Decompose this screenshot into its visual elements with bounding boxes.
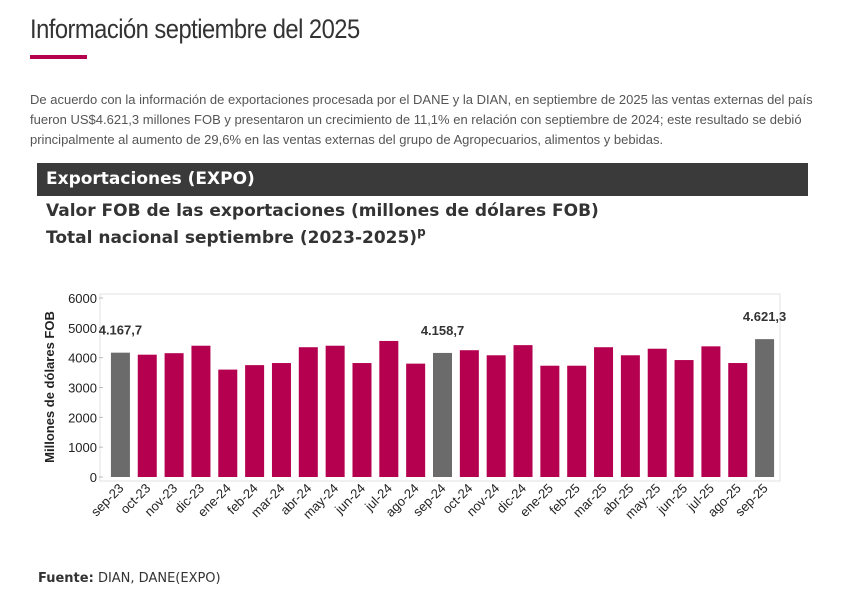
bar bbox=[218, 369, 238, 477]
bar bbox=[567, 365, 587, 477]
bar bbox=[245, 365, 265, 477]
bar bbox=[674, 360, 694, 477]
y-tick-label: 1000 bbox=[68, 440, 97, 455]
bar bbox=[620, 355, 640, 477]
subtitle-text: Total nacional septiembre (2023-2025) bbox=[46, 228, 417, 248]
y-tick-label: 6000 bbox=[68, 291, 97, 306]
bar bbox=[379, 340, 399, 477]
value-label: 4.167,7 bbox=[99, 323, 142, 338]
y-tick-label: 2000 bbox=[68, 410, 97, 425]
bar bbox=[191, 345, 211, 477]
y-axis-label: Millones de dólares FOB bbox=[42, 311, 57, 463]
bar bbox=[647, 348, 667, 477]
bar bbox=[164, 353, 184, 477]
bar bbox=[728, 363, 748, 477]
bar bbox=[486, 355, 506, 477]
bar bbox=[271, 363, 291, 477]
source: Fuente: DIAN, DANE(EXPO) bbox=[38, 571, 221, 586]
y-tick-label: 0 bbox=[90, 470, 97, 485]
y-tick-label: 4000 bbox=[68, 351, 97, 366]
x-tick-label: jun-24 bbox=[331, 481, 368, 518]
chart-subtitle: Total nacional septiembre (2023-2025)p bbox=[46, 225, 426, 248]
source-label: Fuente: bbox=[38, 571, 94, 586]
bar bbox=[433, 352, 452, 477]
bar bbox=[459, 350, 479, 477]
bar bbox=[298, 347, 318, 477]
bar bbox=[110, 352, 130, 477]
intro-text: De acuerdo con la información de exporta… bbox=[30, 92, 813, 147]
subtitle-note: p bbox=[417, 225, 426, 239]
x-tick-label: sep-23 bbox=[88, 481, 127, 520]
y-tick-label: 5000 bbox=[68, 321, 97, 336]
y-tick-label: 3000 bbox=[68, 381, 97, 396]
page-title: Información septiembre del 2025 bbox=[30, 14, 360, 44]
section-header: Exportaciones (EXPO) bbox=[37, 163, 808, 196]
bar bbox=[540, 365, 560, 477]
x-tick-label: jun-25 bbox=[653, 481, 690, 518]
bar bbox=[513, 345, 533, 477]
chart: Valor FOB de las exportaciones (millones… bbox=[42, 201, 786, 522]
bar bbox=[755, 339, 775, 477]
chart-title: Valor FOB de las exportaciones (millones… bbox=[46, 201, 599, 221]
source-text: DIAN, DANE(EXPO) bbox=[97, 571, 221, 586]
value-label: 4.158,7 bbox=[421, 323, 464, 338]
bar bbox=[352, 363, 372, 477]
bar bbox=[701, 346, 721, 477]
bar bbox=[137, 354, 157, 477]
bar bbox=[594, 347, 614, 477]
bar bbox=[406, 363, 426, 477]
bar bbox=[325, 345, 345, 477]
title-rule bbox=[30, 55, 87, 59]
value-label: 4.621,3 bbox=[743, 309, 786, 324]
